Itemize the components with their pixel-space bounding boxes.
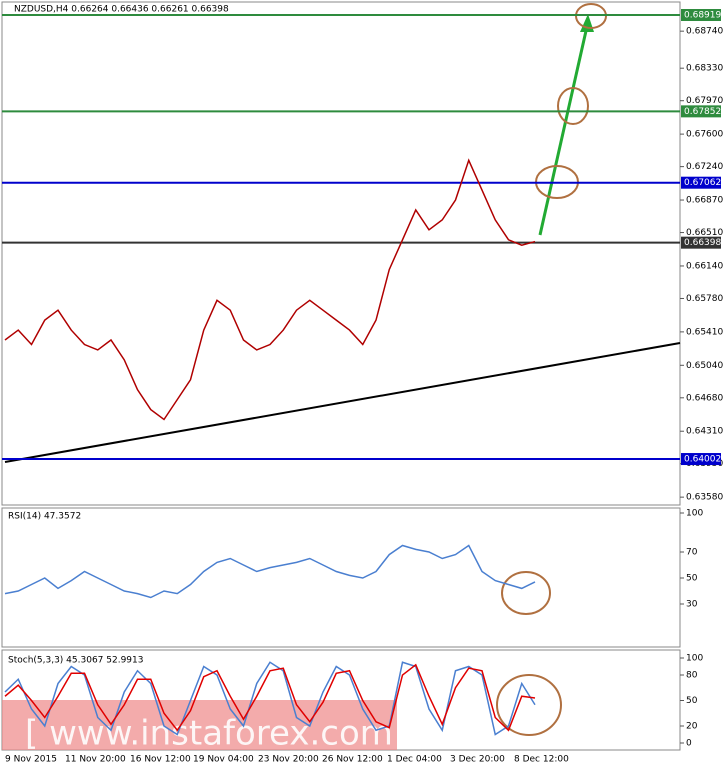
y-tick-label: 30 — [686, 600, 698, 610]
level-label: 0.64002 — [684, 455, 721, 465]
x-tick-label: 1 Dec 04:00 — [387, 755, 442, 765]
level-label: 0.67852 — [684, 107, 721, 117]
level-box — [681, 236, 721, 249]
watermark-band — [2, 700, 397, 750]
x-tick-label: 11 Nov 20:00 — [65, 755, 126, 765]
y-tick-label: 0.65780 — [686, 294, 723, 304]
y-tick-label: 0 — [686, 739, 692, 749]
y-tick-label: 100 — [686, 509, 703, 519]
y-tick-label: 50 — [686, 696, 698, 706]
y-tick-label: 80 — [686, 671, 698, 681]
y-tick-label: 0.66870 — [686, 196, 723, 206]
level-label: 0.66398 — [684, 238, 721, 248]
series-line — [4, 544, 536, 599]
x-tick-label: 3 Dec 20:00 — [450, 755, 505, 765]
x-tick-label: 8 Dec 12:00 — [514, 755, 569, 765]
rsi-panel — [1, 507, 681, 648]
series-line — [4, 663, 536, 732]
y-tick-label: 100 — [686, 654, 703, 664]
y-tick-label: 0.66140 — [686, 261, 723, 271]
series-line — [4, 158, 536, 421]
x-tick-label: 23 Nov 20:00 — [258, 755, 319, 765]
price-panel — [1, 1, 681, 506]
level-box — [681, 176, 721, 189]
y-tick-label: 0.65040 — [686, 361, 723, 371]
y-tick-label: 0.65410 — [686, 327, 723, 337]
y-tick-label: 0.67970 — [686, 96, 723, 106]
y-tick-label: 0.66510 — [686, 228, 723, 238]
rsi-title: RSI(14) 47.3572 — [8, 512, 81, 522]
watermark: [ www.instaforex.com ] — [25, 714, 417, 754]
y-tick-label: 70 — [686, 548, 698, 558]
y-tick-label: 0.63580 — [686, 493, 723, 503]
x-tick-label: 19 Nov 04:00 — [193, 755, 254, 765]
x-tick-label: 26 Nov 12:00 — [322, 755, 383, 765]
header: NZDUSD,H4 0.66264 0.66436 0.66261 0.6639… — [14, 5, 229, 15]
level-label: 0.67062 — [684, 178, 721, 188]
level-box — [681, 9, 721, 22]
x-tick-label: 16 Nov 12:00 — [130, 755, 191, 765]
y-tick-label: 20 — [686, 722, 698, 732]
level-box — [681, 105, 721, 118]
y-tick-label: 0.67600 — [686, 130, 723, 140]
y-tick-label: 0.64680 — [686, 393, 723, 403]
level-box — [681, 453, 721, 466]
y-tick-label: 0.68740 — [686, 27, 723, 37]
level-label: 0.68919 — [684, 11, 721, 21]
stoch-title: Stoch(5,3,3) 45.3067 52.9913 — [8, 656, 143, 666]
y-tick-label: 0.68330 — [686, 64, 723, 74]
x-tick-label: 9 Nov 2015 — [5, 755, 57, 765]
y-tick-label: 0.67240 — [686, 162, 723, 172]
y-tick-label: 0.64310 — [686, 427, 723, 437]
y-tick-label: 50 — [686, 574, 698, 584]
arrow — [538, 21, 590, 236]
trendline — [4, 342, 681, 463]
